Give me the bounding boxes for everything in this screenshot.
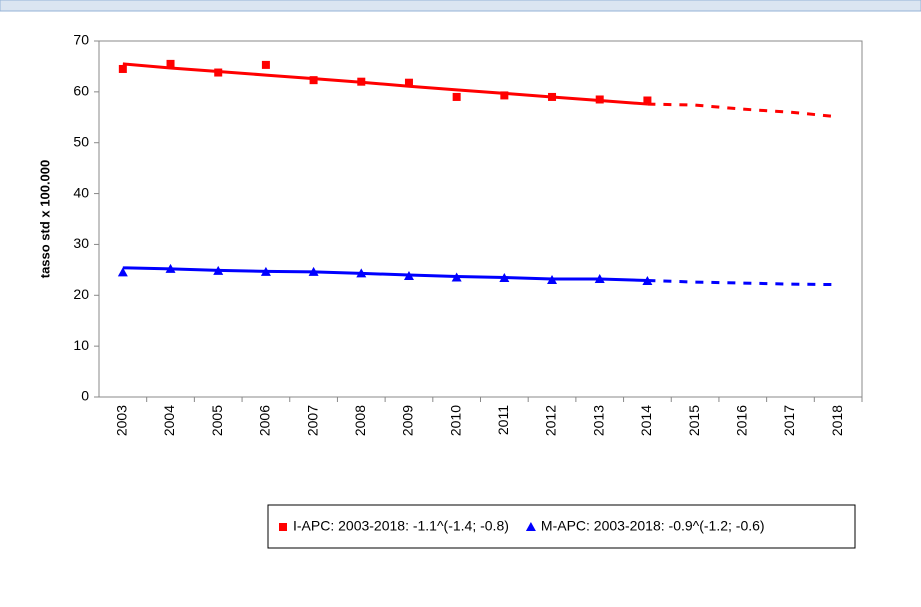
y-tick-label: 70 [73, 32, 89, 48]
x-tick-label: 2015 [686, 405, 702, 436]
marker [547, 275, 558, 285]
marker [500, 91, 509, 100]
y-tick-label: 50 [73, 133, 89, 149]
plot-area [98, 40, 863, 398]
marker [403, 270, 414, 280]
marker [118, 64, 127, 73]
x-tick-label: 2013 [590, 405, 606, 436]
marker [643, 96, 652, 105]
x-tick-label: 2008 [352, 405, 368, 436]
header-bar [0, 0, 921, 12]
x-tick-label: 2011 [495, 405, 511, 435]
trend-line [122, 266, 648, 283]
marker [117, 267, 128, 277]
trend-line [122, 62, 648, 106]
x-tick-label: 2018 [829, 405, 845, 436]
x-tick-label: 2005 [209, 405, 225, 436]
marker [165, 263, 176, 273]
marker [642, 276, 653, 286]
marker [279, 523, 287, 531]
marker [356, 268, 367, 278]
x-tick-label: 2007 [304, 405, 320, 436]
y-tick-label: 20 [73, 286, 89, 302]
marker [214, 68, 223, 77]
y-tick-label: 30 [73, 235, 89, 251]
marker [260, 266, 271, 276]
marker [357, 77, 366, 86]
y-tick-label: 0 [81, 388, 89, 404]
x-tick-label: 2004 [161, 405, 177, 436]
marker [309, 76, 318, 85]
x-tick-label: 2012 [543, 405, 559, 436]
y-tick-label: 60 [73, 83, 89, 99]
marker [451, 272, 462, 282]
marker [452, 92, 461, 101]
y-tick-label: 40 [73, 184, 89, 200]
marker [404, 78, 413, 87]
x-tick-label: 2016 [733, 405, 749, 436]
marker [499, 272, 510, 282]
legend [267, 504, 856, 549]
marker [595, 95, 604, 104]
marker [525, 522, 536, 531]
legend-label: I-APC: 2003-2018: -1.1^(-1.4; -0.8) [293, 518, 509, 534]
marker [594, 274, 605, 284]
x-tick-label: 2010 [447, 405, 463, 436]
marker [261, 60, 270, 69]
y-axis-label: tasso std x 100.000 [37, 160, 52, 279]
x-tick-label: 2014 [638, 405, 654, 436]
legend-label: M-APC: 2003-2018: -0.9^(-1.2; -0.6) [541, 518, 765, 534]
marker [166, 59, 175, 68]
marker [308, 266, 319, 276]
x-tick-label: 2003 [114, 405, 130, 436]
x-tick-label: 2009 [400, 405, 416, 436]
x-tick-label: 2006 [257, 405, 273, 436]
marker [548, 92, 557, 101]
marker [213, 265, 224, 275]
y-tick-label: 10 [73, 337, 89, 353]
x-tick-label: 2017 [781, 405, 797, 436]
